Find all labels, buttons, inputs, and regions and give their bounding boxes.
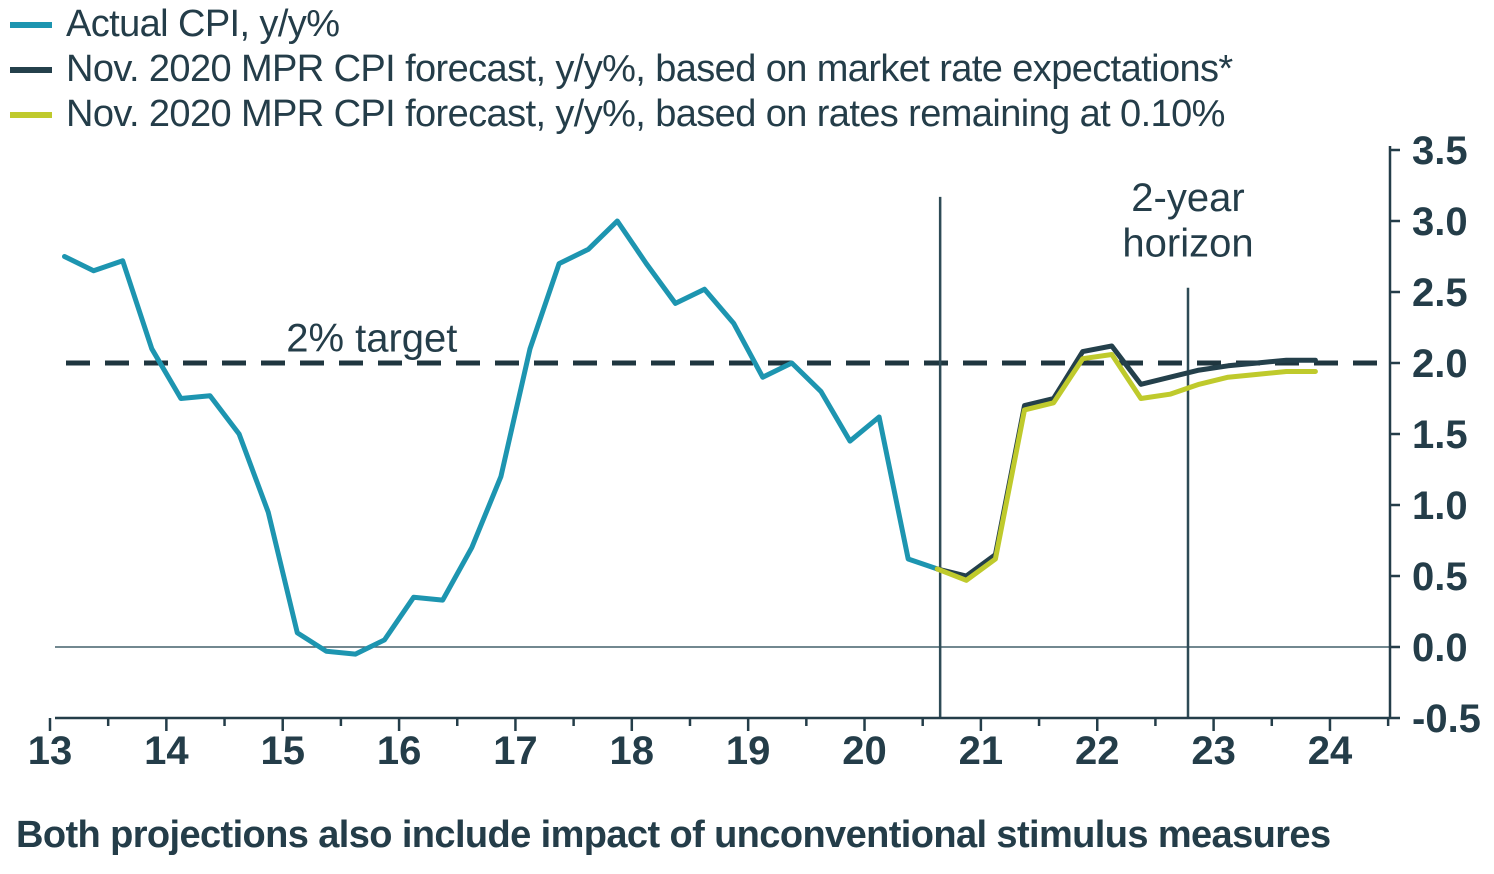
y-tick-label: 0.0: [1412, 626, 1468, 670]
y-tick-label: -0.5: [1412, 697, 1481, 741]
x-tick-label: 15: [260, 729, 305, 773]
x-tick-label: 17: [493, 729, 538, 773]
x-tick-label: 13: [28, 729, 73, 773]
horizon-label-line1: 2-year: [1131, 176, 1244, 220]
legend-label-mpr-market-rates: Nov. 2020 MPR CPI forecast, y/y%, based …: [66, 48, 1233, 90]
series-line-actual-cpi: [62, 218, 940, 657]
x-tick-label: 19: [726, 729, 771, 773]
horizon-label-line2: horizon: [1122, 222, 1253, 266]
legend-swatch-actual-cpi: [10, 21, 52, 28]
legend-swatch-mpr-constant-rate: [10, 111, 52, 118]
x-tick-label: 21: [959, 729, 1004, 773]
footnote: Both projections also include impact of …: [16, 814, 1331, 856]
y-tick-label: 3.0: [1412, 200, 1468, 244]
legend-label-mpr-constant-rate: Nov. 2020 MPR CPI forecast, y/y%, based …: [66, 93, 1225, 135]
y-tick-label: 0.5: [1412, 555, 1468, 599]
legend-swatch-mpr-market-rates: [10, 66, 52, 73]
x-tick-label: 18: [610, 729, 655, 773]
x-tick-label: 20: [842, 729, 887, 773]
chart-legend: Actual CPI, y/y% Nov. 2020 MPR CPI forec…: [10, 2, 1233, 137]
x-tick-label: 24: [1308, 729, 1353, 773]
legend-item-mpr-constant-rate: Nov. 2020 MPR CPI forecast, y/y%, based …: [10, 92, 1233, 137]
y-tick-label: 1.5: [1412, 413, 1468, 457]
x-tick-label: 14: [144, 729, 189, 773]
y-tick-label: 2.0: [1412, 342, 1468, 386]
y-tick-label: 2.5: [1412, 271, 1468, 315]
legend-item-mpr-market-rates: Nov. 2020 MPR CPI forecast, y/y%, based …: [10, 47, 1233, 92]
x-tick-label: 22: [1075, 729, 1120, 773]
x-tick-label: 16: [377, 729, 422, 773]
series-line-mpr-constant-rate: [934, 352, 1318, 583]
x-tick-label: 23: [1191, 729, 1236, 773]
legend-label-actual-cpi: Actual CPI, y/y%: [66, 3, 340, 45]
legend-item-actual-cpi: Actual CPI, y/y%: [10, 2, 1233, 47]
target-label: 2% target: [286, 317, 457, 361]
y-tick-label: 1.0: [1412, 484, 1468, 528]
y-tick-label: 3.5: [1412, 129, 1468, 173]
